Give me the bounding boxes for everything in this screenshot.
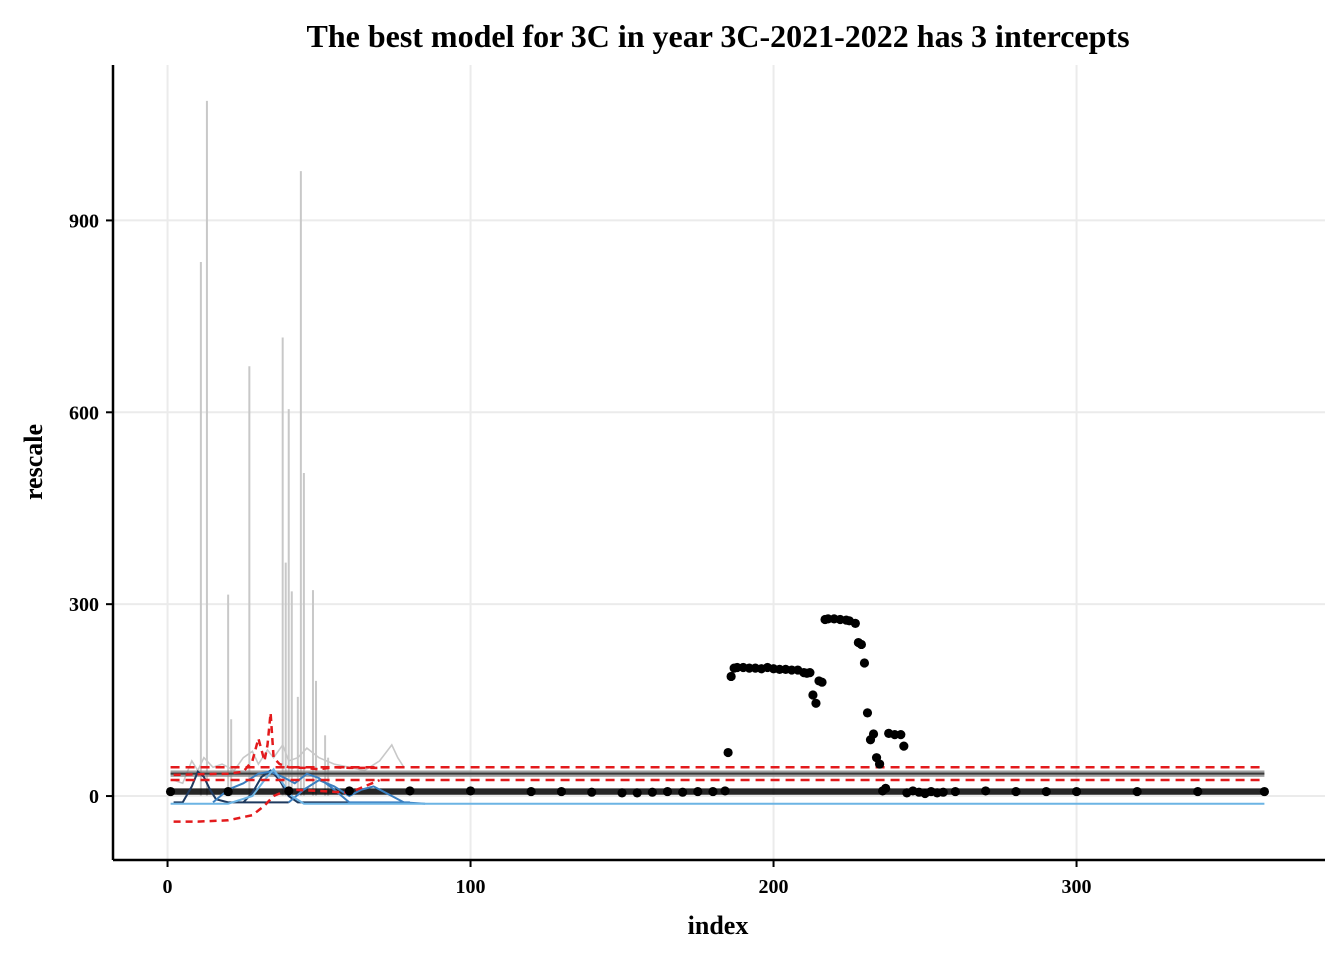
data-point bbox=[223, 786, 233, 797]
data-point bbox=[662, 786, 673, 797]
y-axis-title: rescale bbox=[19, 424, 48, 500]
plot-area bbox=[165, 100, 1269, 823]
data-point bbox=[1011, 786, 1021, 797]
data-point bbox=[708, 786, 718, 797]
data-point bbox=[938, 787, 948, 797]
data-point bbox=[899, 741, 909, 751]
data-point bbox=[981, 786, 991, 796]
data-point bbox=[344, 786, 354, 796]
data-point bbox=[526, 786, 536, 797]
data-point bbox=[647, 787, 657, 797]
x-tick-label: 100 bbox=[456, 876, 486, 898]
data-point bbox=[808, 690, 818, 700]
data-point bbox=[1193, 786, 1203, 797]
x-tick-label: 300 bbox=[1062, 876, 1092, 898]
data-point bbox=[950, 786, 960, 797]
data-point bbox=[165, 786, 176, 797]
data-point bbox=[874, 759, 885, 769]
data-point bbox=[726, 671, 736, 682]
data-point bbox=[881, 783, 891, 793]
data-point bbox=[465, 786, 476, 796]
data-point bbox=[405, 786, 415, 796]
ci-lower-early bbox=[173, 778, 381, 823]
data-point bbox=[632, 788, 642, 798]
axes: 0 100 200 300 0 300 600 900 bbox=[69, 65, 1325, 898]
data-point bbox=[723, 747, 733, 758]
data-point bbox=[678, 787, 688, 797]
data-point bbox=[720, 786, 730, 796]
data-point bbox=[587, 787, 597, 797]
data-point bbox=[817, 677, 827, 687]
component-curve bbox=[173, 770, 289, 804]
ci-upper-early bbox=[173, 712, 380, 777]
chart-title: The best model for 3C in year 3C-2021-20… bbox=[306, 18, 1129, 54]
data-point bbox=[1071, 786, 1082, 797]
data-point bbox=[693, 786, 703, 797]
component-curve bbox=[242, 769, 350, 804]
data-point bbox=[896, 730, 906, 740]
data-point bbox=[1041, 786, 1051, 797]
y-tick-label: 600 bbox=[69, 402, 99, 424]
data-point bbox=[862, 708, 873, 718]
data-point bbox=[859, 658, 870, 668]
y-tick-label: 300 bbox=[69, 594, 99, 616]
data-point bbox=[868, 729, 879, 739]
data-point bbox=[1132, 786, 1142, 797]
data-point bbox=[1259, 786, 1269, 797]
data-point bbox=[805, 668, 815, 678]
grid-lines bbox=[113, 65, 1325, 860]
x-axis-title: index bbox=[688, 911, 749, 940]
component-curve bbox=[288, 778, 426, 805]
data-point bbox=[617, 788, 627, 798]
data-point bbox=[856, 639, 867, 650]
data-point bbox=[811, 698, 821, 708]
x-tick-label: 0 bbox=[163, 876, 173, 898]
y-tick-label: 900 bbox=[69, 210, 99, 232]
data-point bbox=[556, 786, 567, 797]
data-point bbox=[850, 618, 860, 628]
component-curve bbox=[170, 767, 1265, 805]
x-tick-label: 200 bbox=[759, 876, 789, 898]
y-tick-label: 0 bbox=[89, 786, 99, 808]
data-point bbox=[284, 786, 294, 796]
